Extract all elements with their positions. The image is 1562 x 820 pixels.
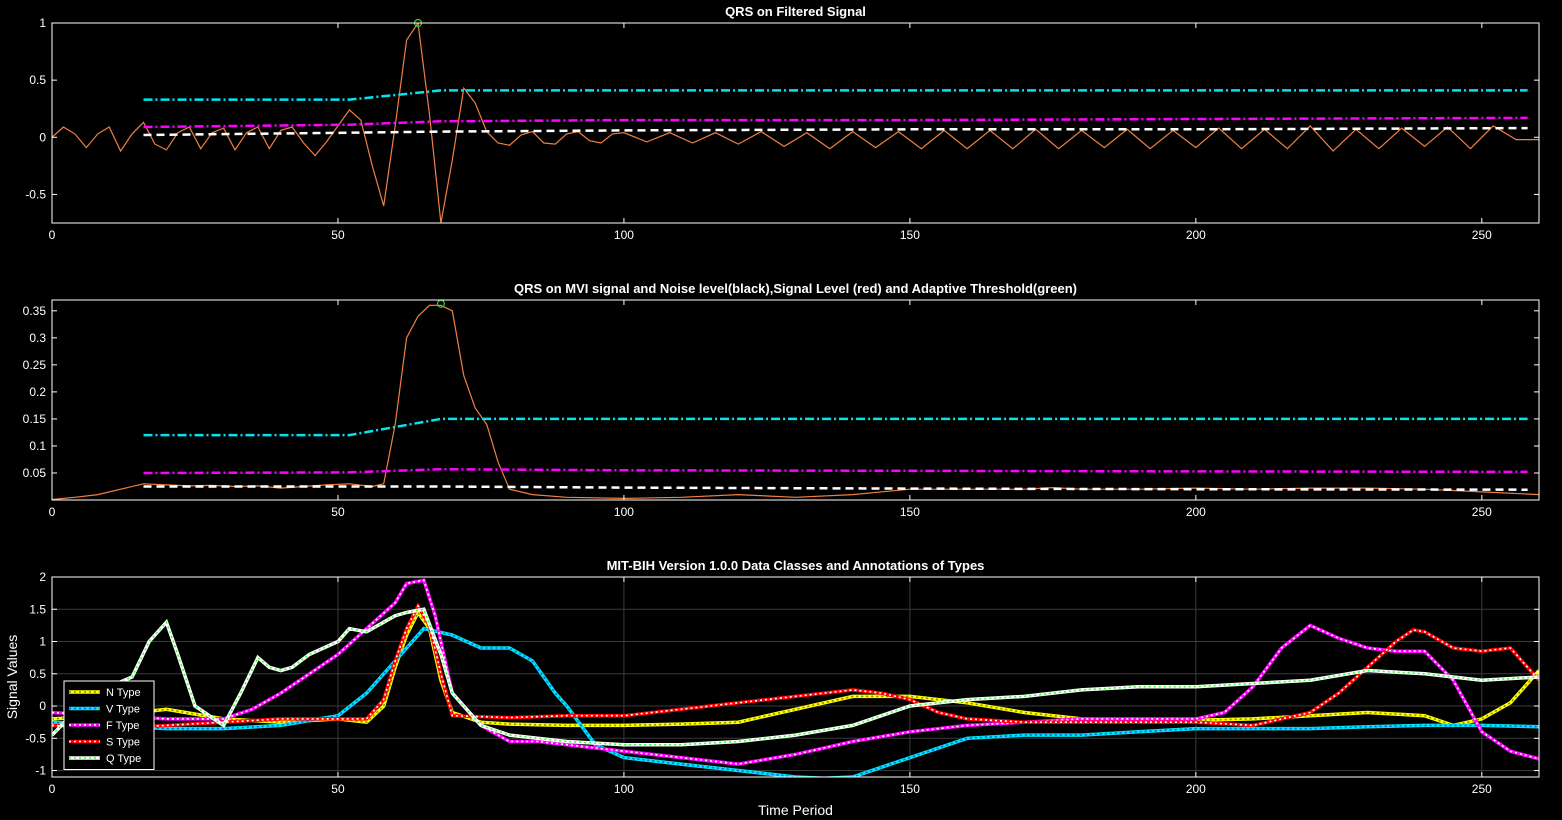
y-tick-label: -1 — [35, 764, 46, 778]
y-tick-label: -0.5 — [25, 731, 46, 745]
x-tick-label: 100 — [614, 782, 634, 796]
x-tick-label: 50 — [331, 782, 345, 796]
x-tick-label: 50 — [331, 228, 345, 242]
x-tick-label: 150 — [900, 505, 920, 519]
y-tick-label: 0 — [39, 699, 46, 713]
x-tick-label: 0 — [49, 505, 56, 519]
x-tick-label: 250 — [1472, 782, 1492, 796]
series-line-s-type — [52, 602, 1539, 731]
series-line-overlay — [52, 608, 1539, 746]
chart-title: QRS on Filtered Signal — [725, 4, 866, 19]
legend-label: N Type — [106, 687, 141, 699]
y-tick-label: 1.5 — [29, 602, 46, 616]
x-tick-label: 100 — [614, 228, 634, 242]
y-tick-label: 0.5 — [29, 667, 46, 681]
y-tick-label: 0.5 — [29, 73, 46, 87]
legend: N Type V Type F Type S Type Q Type — [63, 680, 155, 770]
panel-qrs-filtered: QRS on Filtered Signal 0 50 100 150 200 250 -0… — [25, 4, 1540, 242]
chart-title: QRS on MVI signal and Noise level(black)… — [514, 281, 1077, 296]
axes-box — [51, 299, 1540, 501]
series-line-overlay — [52, 627, 1539, 777]
y-tick-label: 0.1 — [29, 439, 46, 453]
y-tick-label: 0.05 — [23, 466, 47, 480]
y-tick-label: 2 — [39, 570, 46, 584]
series-line-overlay — [52, 610, 1539, 727]
series-line-f-type — [52, 578, 1539, 766]
signal-level-line — [143, 116, 1528, 129]
signal-level-line — [143, 467, 1528, 475]
panel-qrs-mvi: QRS on MVI signal and Noise level(black)… — [23, 281, 1540, 519]
x-tick-label: 0 — [49, 782, 56, 796]
x-tick-label: 250 — [1472, 505, 1492, 519]
y-tick-label: 0.35 — [23, 304, 47, 318]
y-tick-label: 0.25 — [23, 358, 47, 372]
legend-label: Q Type — [106, 753, 141, 765]
x-tick-label: 150 — [900, 228, 920, 242]
y-tick-label: -0.5 — [25, 187, 46, 201]
legend-label: V Type — [106, 704, 140, 716]
y-tick-label: 1 — [39, 16, 46, 30]
threshold-line — [143, 89, 1528, 101]
panel-mit-bih-classes: MIT-BIH Version 1.0.0 Data Classes and A… — [4, 558, 1540, 818]
x-tick-label: 50 — [331, 505, 345, 519]
y-tick-label: 1 — [39, 635, 46, 649]
x-tick-label: 200 — [1186, 505, 1206, 519]
x-axis-label: Time Period — [758, 802, 833, 818]
y-tick-label: 0.2 — [29, 385, 46, 399]
y-tick-label: 0.15 — [23, 412, 47, 426]
y-tick-label: 0 — [39, 130, 46, 144]
signal-line — [52, 23, 1539, 223]
legend-label: F Type — [106, 720, 139, 732]
x-tick-label: 100 — [614, 505, 634, 519]
x-tick-label: 200 — [1186, 782, 1206, 796]
x-tick-label: 0 — [49, 228, 56, 242]
y-tick-label: 0.3 — [29, 331, 46, 345]
axes-box — [51, 22, 1540, 224]
legend-label: S Type — [106, 737, 140, 749]
x-tick-label: 250 — [1472, 228, 1492, 242]
x-tick-label: 200 — [1186, 228, 1206, 242]
axes-box — [51, 576, 1540, 778]
threshold-line — [143, 417, 1528, 437]
x-tick-label: 150 — [900, 782, 920, 796]
y-axis-label: Signal Values — [4, 635, 20, 720]
chart-title: MIT-BIH Version 1.0.0 Data Classes and A… — [607, 558, 985, 573]
